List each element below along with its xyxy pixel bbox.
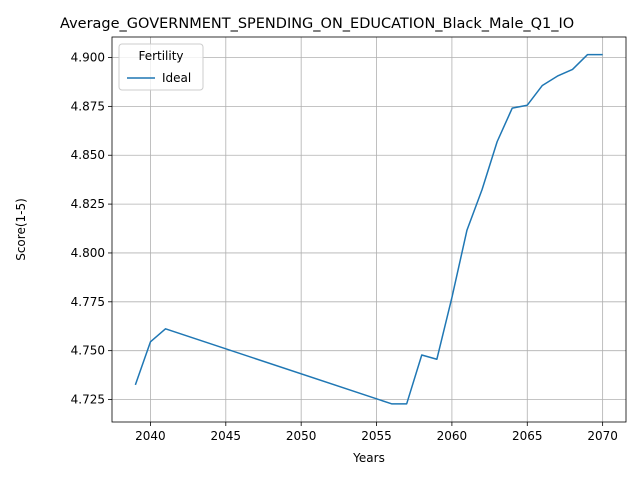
- y-tick-label: 4.850: [71, 148, 105, 162]
- y-tick-label: 4.900: [71, 51, 105, 65]
- x-tick-label: 2050: [286, 429, 317, 443]
- x-axis-label: Years: [352, 451, 385, 465]
- x-tick-label: 2065: [512, 429, 543, 443]
- x-tick-label: 2055: [361, 429, 392, 443]
- series-line-ideal: [134, 53, 603, 405]
- legend-entry-label: Ideal: [162, 71, 191, 85]
- x-tick-label: 2070: [587, 429, 618, 443]
- y-tick-label: 4.750: [71, 344, 105, 358]
- y-tick-label: 4.725: [71, 393, 105, 407]
- y-tick-label: 4.775: [71, 295, 105, 309]
- y-axis-label: Score(1-5): [14, 198, 28, 261]
- x-tick-label: 2040: [135, 429, 166, 443]
- legend: Fertility Ideal: [118, 43, 204, 91]
- plot-area: [134, 53, 603, 405]
- axes-frame: [111, 36, 627, 423]
- y-tick-label: 4.875: [71, 99, 105, 113]
- grid: [112, 37, 626, 422]
- legend-title: Fertility: [138, 49, 183, 63]
- x-tick-label: 2045: [211, 429, 242, 443]
- x-axis: 2040 2045 2050 2055 2060 2065 2070: [135, 422, 618, 443]
- chart-title: Average_GOVERNMENT_SPENDING_ON_EDUCATION…: [60, 16, 574, 32]
- y-axis: 4.725 4.750 4.775 4.800 4.825 4.850 4.875 4.900: [71, 51, 112, 407]
- y-tick-label: 4.800: [71, 246, 105, 260]
- x-tick-label: 2060: [437, 429, 468, 443]
- y-tick-label: 4.825: [71, 197, 105, 211]
